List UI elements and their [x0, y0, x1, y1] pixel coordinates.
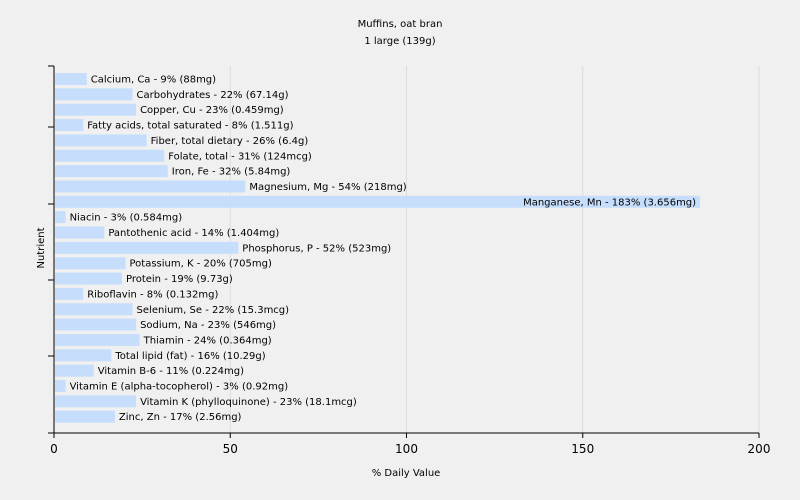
bar-label: Total lipid (fat) - 16% (10.29g) [114, 351, 265, 362]
bar-label: Sodium, Na - 23% (546mg) [140, 320, 276, 331]
bar-label: Phosphorus, P - 52% (523mg) [242, 243, 391, 254]
bar-label: Fatty acids, total saturated - 8% (1.511… [87, 121, 293, 132]
x-tick-label: 50 [223, 442, 238, 456]
bar [55, 180, 246, 193]
x-axis-label: % Daily Value [372, 468, 441, 479]
bar [55, 303, 133, 316]
bar-label: Magnesium, Mg - 54% (218mg) [249, 182, 406, 193]
x-tick-label: 0 [50, 442, 58, 456]
bar-label: Fiber, total dietary - 26% (6.4g) [151, 136, 309, 147]
bar [55, 226, 105, 239]
bar [55, 272, 122, 285]
chart-title: Muffins, oat bran [358, 19, 443, 30]
bar-label: Carbohydrates - 22% (67.14g) [137, 90, 289, 101]
bar [55, 287, 84, 300]
bar [55, 364, 94, 377]
bar [55, 88, 133, 101]
bar-label: Copper, Cu - 23% (0.459mg) [140, 105, 284, 116]
x-tick-label: 100 [395, 442, 418, 456]
x-tick-label: 200 [748, 442, 771, 456]
bar [55, 380, 66, 392]
bar-label: Selenium, Se - 22% (15.3mcg) [137, 305, 290, 316]
bar [55, 165, 168, 178]
bar [55, 119, 84, 132]
bar [55, 134, 147, 147]
bar-label: Potassium, K - 20% (705mg) [130, 259, 272, 270]
x-tick-label: 150 [571, 442, 594, 456]
y-axis-label: Nutrient [36, 227, 47, 268]
bar-label: Zinc, Zn - 17% (2.56mg) [119, 412, 242, 423]
bar [55, 149, 165, 162]
bar [55, 257, 126, 270]
bar-label: Manganese, Mn - 183% (3.656mg) [523, 197, 696, 208]
bar [55, 318, 137, 331]
bar [55, 410, 115, 423]
bar [55, 73, 87, 85]
bar-label: Calcium, Ca - 9% (88mg) [91, 75, 216, 86]
bar-label: Protein - 19% (9.73g) [126, 274, 233, 285]
bar [55, 333, 140, 346]
bar-label: Niacin - 3% (0.584mg) [70, 213, 183, 224]
bar-label: Pantothenic acid - 14% (1.404mg) [108, 228, 279, 239]
bar-label: Vitamin K (phylloquinone) - 23% (18.1mcg… [140, 397, 357, 408]
bar [55, 395, 137, 408]
bar-label: Thiamin - 24% (0.364mg) [143, 335, 272, 346]
bars: Calcium, Ca - 9% (88mg) Carbohydrates - 2… [55, 73, 701, 423]
bar [55, 211, 66, 224]
bar-label: Riboflavin - 8% (0.132mg) [87, 289, 218, 300]
bar [55, 195, 701, 208]
bar-label: Vitamin B-6 - 11% (0.224mg) [98, 366, 244, 377]
bar [55, 241, 239, 254]
axes: 0 50 100 150 200 [48, 65, 771, 456]
chart-subtitle: 1 large (139g) [364, 36, 435, 47]
bar-label: Iron, Fe - 32% (5.84mg) [172, 167, 291, 178]
bar-label: Vitamin E (alpha-tocopherol) - 3% (0.92m… [70, 382, 289, 393]
bar [55, 103, 137, 116]
bar [55, 349, 112, 362]
bar-label: Folate, total - 31% (124mcg) [168, 151, 312, 162]
